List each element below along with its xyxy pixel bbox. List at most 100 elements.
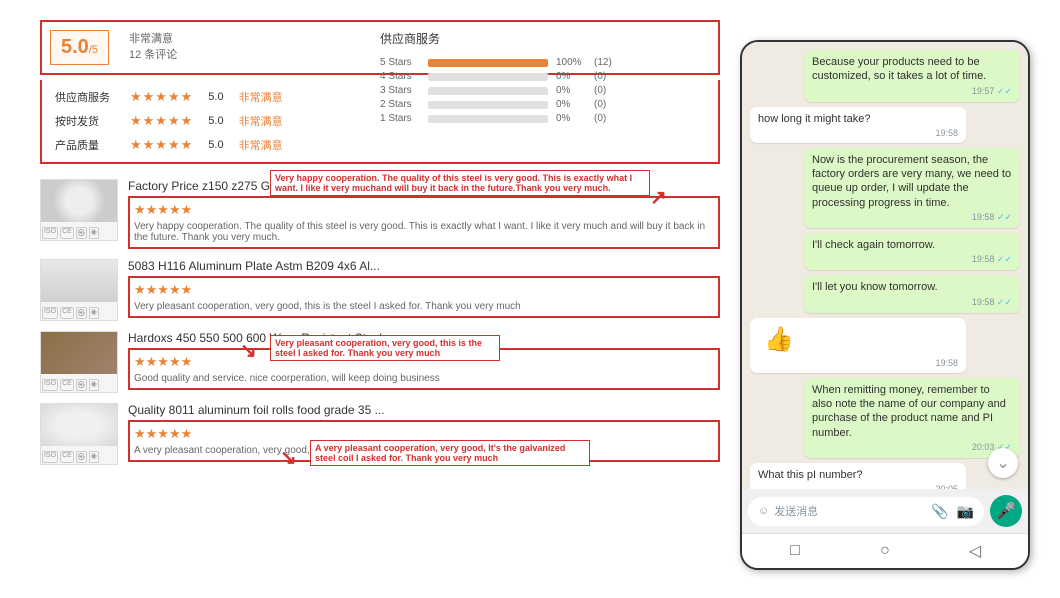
message-time: 20:03 ✓✓ — [812, 442, 1012, 453]
attach-icon[interactable]: 📎 — [931, 503, 948, 520]
dist-bar — [428, 59, 548, 67]
review-text: Very happy cooperation. The quality of t… — [134, 221, 714, 243]
chat-input-bar: ☺ 发送消息 📎 📷 🎤 — [742, 489, 1028, 533]
dist-count: (12) — [594, 57, 612, 68]
message-time: 19:57 ✓✓ — [812, 86, 1012, 97]
message-text: Now is the procurement season, the facto… — [812, 153, 1012, 210]
dist-count: (0) — [594, 71, 606, 82]
nav-home[interactable]: ○ — [876, 542, 894, 560]
review-title[interactable]: 5083 H116 Aluminum Plate Astm B209 4x6 A… — [128, 259, 720, 273]
score-suffix: /5 — [89, 44, 98, 56]
message-text: What this pI number? — [758, 468, 958, 482]
dist-count: (0) — [594, 85, 606, 96]
chat-message[interactable]: how long it might take? 19:58 — [750, 107, 966, 143]
nav-back[interactable]: ◁ — [966, 542, 984, 560]
product-thumb[interactable]: ISOCE㉿◉ — [40, 403, 118, 465]
review-box: ★★★★★Very pleasant cooperation, very goo… — [128, 276, 720, 318]
product-thumb[interactable]: ISOCE㉿◉ — [40, 259, 118, 321]
dist-label: 5 Stars — [380, 57, 420, 68]
rating-row: 产品质量★★★★★5.0非常满意 — [47, 133, 713, 157]
dist-pct: 0% — [556, 99, 586, 110]
arrow-icon: ↗ — [650, 185, 667, 210]
chat-message[interactable]: Because your products need to be customi… — [804, 50, 1020, 102]
score-box: 5.0/5 — [50, 30, 109, 65]
camera-icon[interactable]: 📷 — [957, 503, 974, 520]
rating-tag: 非常满意 — [239, 113, 283, 129]
message-time: 19:58 — [758, 128, 958, 138]
chat-message[interactable]: Now is the procurement season, the facto… — [804, 148, 1020, 228]
cert-badges: ISOCE㉿◉ — [42, 307, 116, 319]
arrow-icon: ↘ — [240, 338, 257, 363]
phone-mockup: Because your products need to be customi… — [740, 40, 1030, 570]
review-text: Good quality and service. nice coorperat… — [134, 373, 714, 384]
message-text: Because your products need to be customi… — [812, 55, 1012, 84]
chevron-down-icon: ⌄ — [996, 453, 1009, 473]
chat-input[interactable]: ☺ 发送消息 📎 📷 — [748, 497, 984, 526]
chat-placeholder: 发送消息 — [774, 503, 926, 519]
rating-summary: 非常满意 12 条评论 — [129, 30, 177, 65]
dist-row: 4 Stars 0% (0) — [380, 71, 660, 82]
read-check-icon: ✓✓ — [997, 86, 1012, 96]
rating-label: 供应商服务 — [55, 89, 115, 105]
dist-count: (0) — [594, 113, 606, 124]
arrow-icon: ↘ — [280, 445, 297, 470]
dist-label: 4 Stars — [380, 71, 420, 82]
chat-message[interactable]: I'll check again tomorrow.19:58 ✓✓ — [804, 233, 1020, 270]
rating-tag: 非常满意 — [239, 137, 283, 153]
message-time: 19:58 — [758, 358, 958, 368]
dist-row: 1 Stars 0% (0) — [380, 113, 660, 124]
star-icon: ★★★★★ — [130, 89, 193, 105]
product-thumb[interactable]: ISOCE㉿◉ — [40, 331, 118, 393]
review-item: ISOCE㉿◉ 5083 H116 Aluminum Plate Astm B20… — [40, 259, 720, 321]
rating-label: 产品质量 — [55, 137, 115, 153]
rating-value: 5.0 — [208, 91, 223, 103]
dist-row: 2 Stars 0% (0) — [380, 99, 660, 110]
read-check-icon: ✓✓ — [997, 254, 1012, 264]
dist-label: 2 Stars — [380, 99, 420, 110]
star-icon: ★★★★★ — [134, 202, 714, 218]
scroll-down-button[interactable]: ⌄ — [988, 448, 1018, 478]
chat-message[interactable]: 👍 19:58 — [750, 318, 966, 373]
reviews-list: ISOCE㉿◉Factory Price z150 z275 GI Zinc C… — [40, 179, 720, 465]
annotation-box: Very pleasant cooperation, very good, th… — [270, 335, 500, 361]
dist-bar — [428, 101, 548, 109]
message-text: I'll check again tomorrow. — [812, 238, 1012, 252]
chat-message[interactable]: When remitting money, remember to also n… — [804, 378, 1020, 458]
mic-button[interactable]: 🎤 — [990, 495, 1022, 527]
rating-label: 按时发货 — [55, 113, 115, 129]
distribution-panel: 供应商服务 5 Stars100%(12)4 Stars0%(0)3 Stars… — [380, 30, 660, 127]
dist-bar — [428, 115, 548, 123]
chat-message[interactable]: I'll let you know tomorrow.19:58 ✓✓ — [804, 275, 1020, 312]
star-icon: ★★★★★ — [134, 282, 714, 298]
review-title[interactable]: Quality 8011 aluminum foil rolls food gr… — [128, 403, 720, 417]
product-thumb[interactable]: ISOCE㉿◉ — [40, 179, 118, 241]
annotation-box: A very pleasant cooperation, very good, … — [310, 440, 590, 466]
star-icon: ★★★★★ — [130, 113, 193, 129]
message-time: 19:58 ✓✓ — [812, 212, 1012, 223]
rating-value: 5.0 — [208, 115, 223, 127]
read-check-icon: ✓✓ — [997, 297, 1012, 307]
dist-row: 5 Stars 100% (12) — [380, 57, 660, 68]
chat-message[interactable]: What this pI number?20:05 — [750, 463, 966, 489]
dist-pct: 0% — [556, 71, 586, 82]
review-box: ★★★★★ Very happy cooperation. The quality… — [128, 196, 720, 249]
message-text: I'll let you know tomorrow. — [812, 280, 1012, 294]
emoji-icon[interactable]: ☺ — [758, 505, 769, 517]
nav-recent[interactable]: □ — [786, 542, 804, 560]
chat-area[interactable]: Because your products need to be customi… — [742, 42, 1028, 489]
distribution-title: 供应商服务 — [380, 30, 660, 47]
emoji-icon: 👍 — [758, 323, 958, 356]
mic-icon: 🎤 — [996, 501, 1016, 521]
dist-count: (0) — [594, 99, 606, 110]
annotation-box: Very happy cooperation. The quality of t… — [270, 170, 650, 196]
dist-pct: 0% — [556, 113, 586, 124]
message-text: When remitting money, remember to also n… — [812, 383, 1012, 440]
distribution-rows: 5 Stars100%(12)4 Stars0%(0)3 Stars0%(0)2… — [380, 57, 660, 124]
dist-pct: 100% — [556, 57, 586, 68]
dist-bar — [428, 73, 548, 81]
message-text: how long it might take? — [758, 112, 958, 126]
cert-badges: ISOCE㉿◉ — [42, 379, 116, 391]
rating-tag: 非常满意 — [239, 89, 283, 105]
dist-row: 3 Stars0%(0) — [380, 85, 660, 96]
dist-label: 1 Stars — [380, 113, 420, 124]
